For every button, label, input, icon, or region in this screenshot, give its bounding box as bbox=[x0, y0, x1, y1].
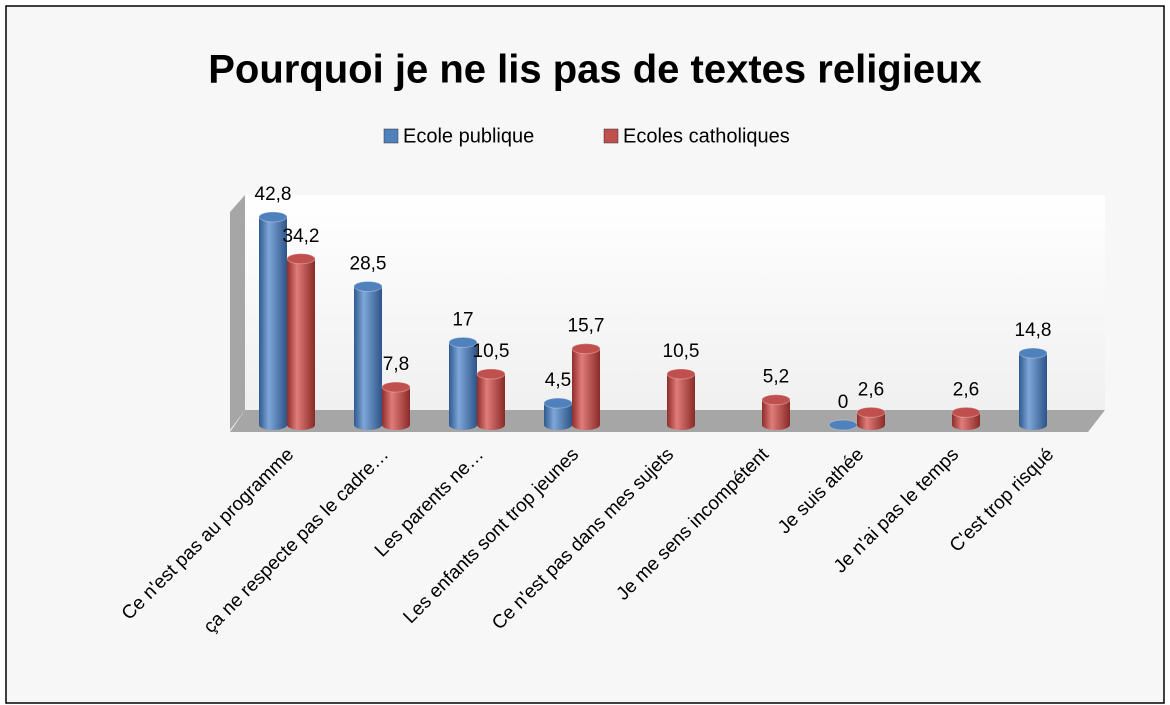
bar-top bbox=[828, 419, 858, 431]
bar-top bbox=[1018, 347, 1048, 359]
legend-label: Ecoles catholiques bbox=[623, 125, 790, 147]
bar-top bbox=[761, 394, 791, 406]
legend-swatch bbox=[603, 128, 619, 144]
bar-top bbox=[666, 368, 696, 380]
bar-body bbox=[287, 253, 315, 430]
bar bbox=[1018, 347, 1048, 430]
bar bbox=[448, 336, 478, 430]
data-label: 34,2 bbox=[283, 226, 320, 247]
bar bbox=[286, 253, 316, 430]
bar-top bbox=[543, 397, 573, 409]
data-label: 42,8 bbox=[255, 184, 292, 205]
data-label: 2,6 bbox=[953, 379, 979, 400]
side-wall bbox=[230, 195, 245, 430]
bar-top bbox=[286, 253, 316, 265]
bar-body bbox=[449, 337, 477, 430]
bar-top bbox=[381, 381, 411, 393]
data-label: 0 bbox=[838, 392, 849, 413]
bar-top bbox=[448, 336, 478, 348]
data-label: 5,2 bbox=[763, 367, 789, 388]
data-label: 2,6 bbox=[858, 379, 884, 400]
data-label: 10,5 bbox=[473, 341, 510, 362]
data-label: 17 bbox=[452, 309, 473, 330]
bar-top bbox=[353, 280, 383, 292]
legend: Ecole publique Ecoles catholiques bbox=[383, 125, 790, 147]
bar-body bbox=[572, 343, 600, 430]
legend-swatch bbox=[383, 128, 399, 144]
bar bbox=[666, 368, 696, 430]
bar-body bbox=[1019, 348, 1047, 430]
bar-top bbox=[476, 368, 506, 380]
bar-body bbox=[667, 368, 695, 430]
bar bbox=[856, 406, 886, 430]
bar bbox=[951, 406, 981, 430]
chart-title: Pourquoi je ne lis pas de textes religie… bbox=[208, 48, 982, 92]
bar bbox=[258, 211, 288, 430]
bar-top bbox=[258, 211, 288, 223]
data-label: 7,8 bbox=[383, 354, 409, 375]
bar-top bbox=[951, 406, 981, 418]
bar-body bbox=[477, 368, 505, 430]
bar-top bbox=[571, 343, 601, 355]
bar-body bbox=[259, 211, 287, 430]
bar bbox=[381, 381, 411, 430]
data-label: 14,8 bbox=[1015, 320, 1052, 341]
data-label: 15,7 bbox=[568, 316, 605, 337]
bar-body bbox=[382, 382, 410, 430]
bar bbox=[571, 343, 601, 430]
bar-top bbox=[856, 406, 886, 418]
data-label: 28,5 bbox=[350, 254, 387, 275]
bar bbox=[828, 419, 858, 431]
bar bbox=[476, 368, 506, 430]
bar-body bbox=[354, 281, 382, 430]
data-label: 10,5 bbox=[663, 341, 700, 362]
legend-label: Ecole publique bbox=[403, 125, 534, 147]
bar bbox=[543, 397, 573, 430]
bar bbox=[761, 394, 791, 430]
data-label: 4,5 bbox=[545, 370, 571, 391]
bar bbox=[353, 280, 383, 430]
